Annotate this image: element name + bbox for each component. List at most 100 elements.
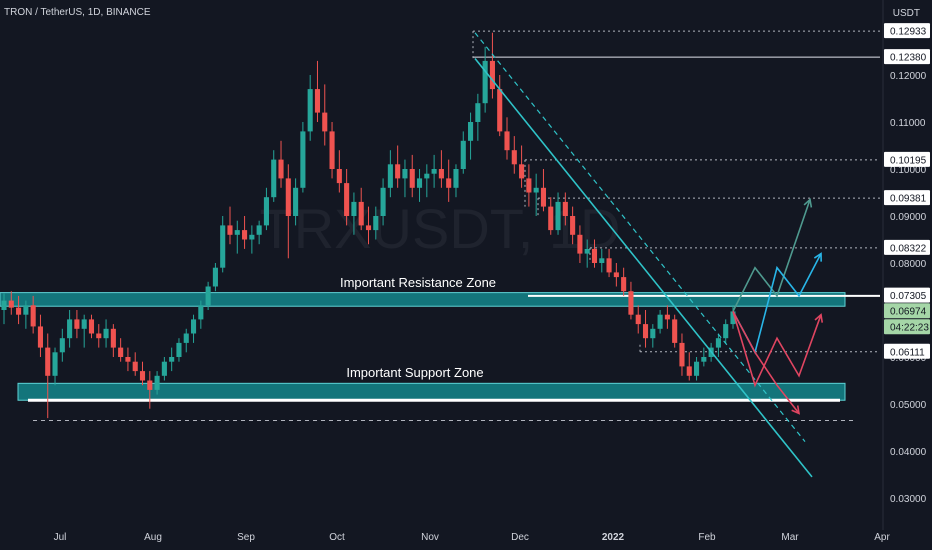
candle — [555, 192, 561, 235]
candle — [723, 319, 729, 343]
candle-body — [336, 169, 342, 184]
candle-body — [351, 201, 357, 216]
candle — [249, 225, 255, 254]
candle-body — [591, 248, 598, 263]
candle-body — [190, 319, 197, 334]
price-label: 04:22:23 — [884, 319, 930, 335]
price-label-box — [884, 239, 930, 255]
candle-body — [234, 230, 240, 235]
price-label-text: 0.12380 — [890, 53, 927, 64]
candle — [205, 281, 211, 310]
price-tick: 0.03000 — [890, 494, 927, 505]
candle — [59, 328, 65, 362]
candle-body — [125, 357, 131, 362]
candle-body — [169, 357, 175, 362]
candle — [45, 333, 51, 419]
candle-body — [183, 333, 189, 343]
resistance-zone — [0, 292, 846, 307]
candle — [642, 310, 649, 348]
price-label-box — [884, 343, 930, 359]
candle — [227, 206, 233, 245]
candle — [23, 300, 29, 329]
time-tick: Sep — [237, 532, 255, 543]
zone-labels: Important Resistance Zone Important Supp… — [340, 275, 496, 380]
candle — [314, 60, 321, 122]
candle — [599, 248, 605, 273]
currency-label: USDT — [892, 8, 920, 19]
candle — [67, 310, 73, 348]
candle — [489, 32, 495, 99]
projections — [732, 197, 824, 415]
candle-body — [635, 314, 641, 325]
candle-body — [570, 216, 576, 235]
candle — [139, 361, 146, 386]
candle — [176, 338, 182, 362]
candle-body — [322, 112, 328, 132]
candle — [664, 305, 670, 329]
price-label-text: 0.07305 — [890, 291, 927, 302]
candle — [526, 164, 532, 207]
time-tick: Jul — [54, 532, 67, 543]
candle-body — [329, 131, 335, 169]
candle — [701, 347, 707, 367]
candle-body — [533, 187, 539, 193]
time-tick: Oct — [329, 532, 345, 543]
candle — [336, 150, 342, 193]
candle-body — [205, 286, 211, 306]
price-label-box — [884, 151, 930, 167]
candle-body — [52, 352, 58, 376]
candle — [169, 347, 175, 372]
candle — [693, 357, 700, 381]
candle-body — [701, 357, 707, 362]
candle — [621, 267, 627, 296]
candle — [154, 371, 160, 395]
candle — [1, 293, 7, 325]
candle — [307, 75, 313, 141]
candle — [30, 295, 36, 334]
projection-arrowhead — [814, 313, 824, 323]
price-axis[interactable]: 0.120000.110000.100000.090000.080000.060… — [882, 0, 930, 530]
candle — [606, 248, 612, 278]
price-label-text: 04:22:23 — [890, 323, 929, 334]
candle-body — [242, 230, 248, 240]
price-label: 0.12933 — [884, 23, 930, 39]
candle — [96, 324, 102, 348]
candle-body — [424, 173, 430, 179]
candle — [672, 314, 678, 348]
price-tick: 0.05000 — [890, 400, 927, 411]
candle — [424, 164, 430, 198]
time-axis[interactable]: Jul Aug Sep Oct Nov Dec 2022 Feb Mar Apr — [54, 532, 891, 543]
candle-body — [584, 248, 590, 254]
candle-body — [642, 324, 649, 339]
candle — [446, 159, 452, 202]
candle — [220, 216, 226, 273]
candle — [365, 206, 372, 245]
price-label: 0.07305 — [884, 287, 930, 303]
candles — [1, 32, 736, 419]
candle-body — [548, 206, 554, 231]
candle-body — [453, 169, 459, 188]
candle — [8, 291, 14, 315]
candle — [285, 164, 291, 259]
candle — [657, 310, 663, 334]
candle-body — [650, 328, 656, 339]
candle — [293, 178, 299, 226]
candle — [475, 93, 481, 141]
candle — [730, 305, 736, 329]
resistance-zone-label: Important Resistance Zone — [340, 275, 496, 290]
time-tick: Aug — [144, 532, 162, 543]
price-label: 0.09381 — [884, 190, 930, 206]
price-label-text: 0.10195 — [890, 155, 927, 166]
candle-body — [511, 150, 517, 165]
candle-body — [110, 328, 116, 348]
candle-body — [460, 140, 466, 169]
candle-body — [103, 328, 109, 339]
candle — [468, 112, 474, 160]
trendlines — [474, 32, 813, 478]
candle-body — [293, 187, 299, 216]
price-label-box — [884, 49, 930, 65]
candle — [212, 263, 218, 292]
candle — [715, 333, 721, 357]
candle-body — [373, 216, 379, 231]
